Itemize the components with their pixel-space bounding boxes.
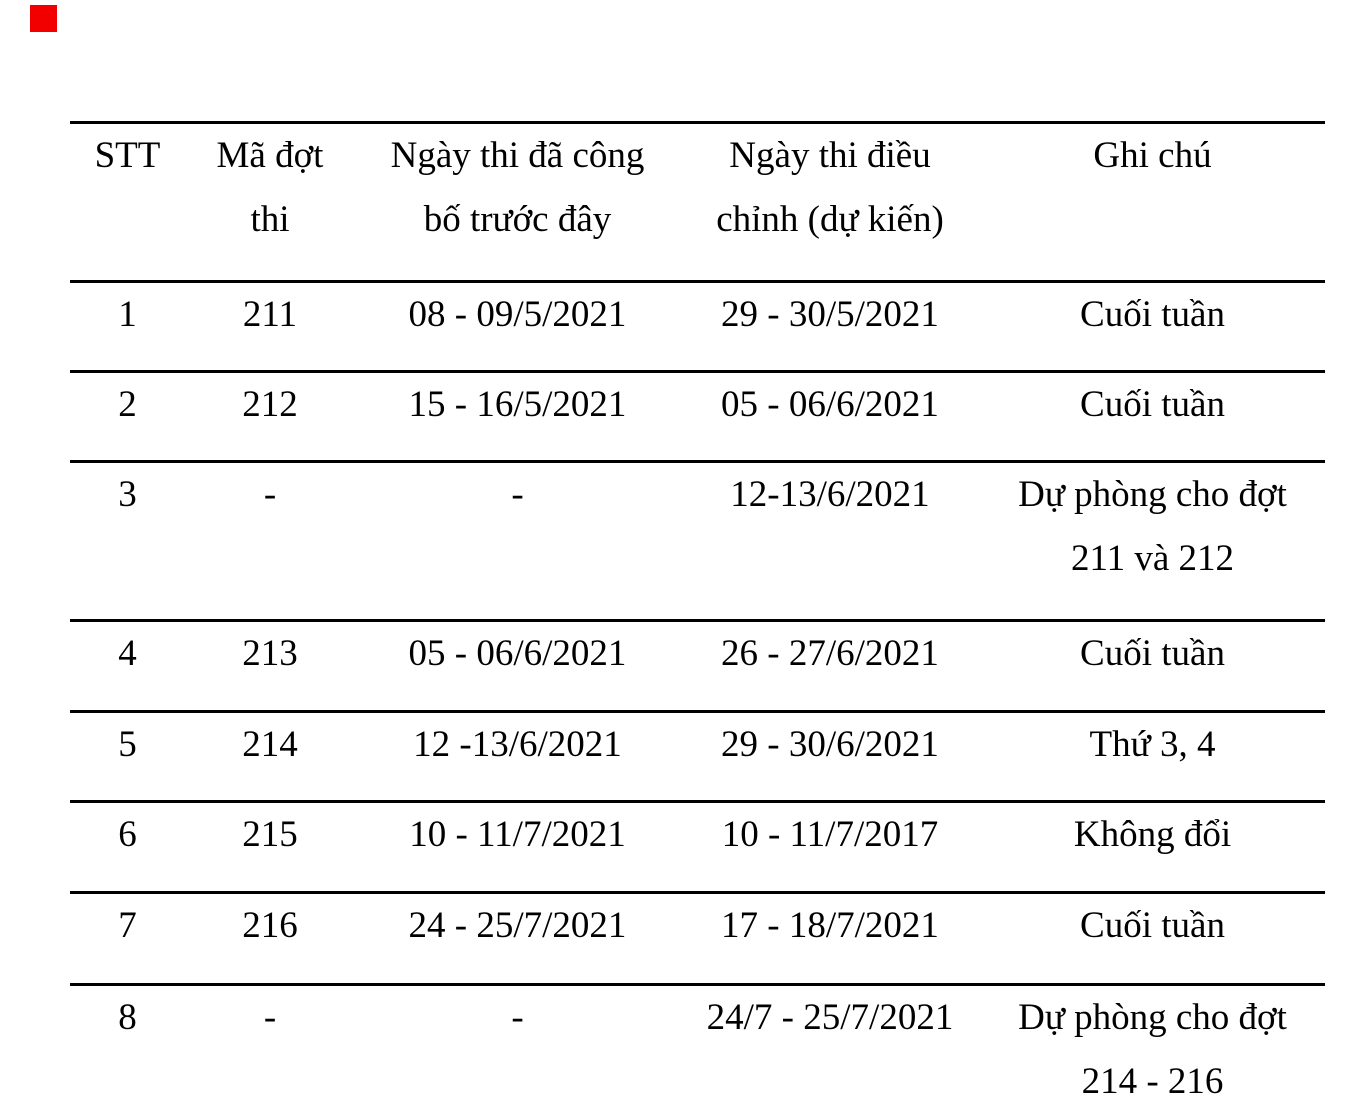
cell-exam-code: 212	[185, 371, 355, 463]
cell-announced-date: 15 - 16/5/2021	[355, 371, 680, 463]
exam-schedule-table-container: STT Mã đợt thi Ngày thi đã công bố trước…	[70, 121, 1325, 1115]
table-row: 6 215 10 - 11/7/2021 10 - 11/7/2017 Khôn…	[70, 801, 1325, 894]
table-row: 7 216 24 - 25/7/2021 17 - 18/7/2021 Cuối…	[70, 892, 1325, 986]
cell-note: Không đổi	[980, 801, 1325, 894]
cell-adjusted-date: 29 - 30/6/2021	[680, 711, 980, 803]
cell-stt: 8	[118, 997, 137, 1038]
column-header-announced-date: Ngày thi đã công bố trước đây	[355, 122, 680, 283]
cell-adjusted-date: 24/7 - 25/7/2021	[706, 997, 954, 1038]
cell-adjusted-date: 17 - 18/7/2021	[680, 892, 980, 986]
cell-announced-date: 08 - 09/5/2021	[355, 281, 680, 373]
cell-stt: 7	[70, 892, 185, 986]
cell-adjusted-date: 12-13/6/2021	[680, 461, 980, 622]
cell-announced-date: 12 -13/6/2021	[355, 711, 680, 803]
cell-stt: 2	[70, 371, 185, 463]
cell-note: Cuối tuần	[980, 620, 1325, 713]
cell-exam-code: 216	[185, 892, 355, 986]
cell-adjusted-date: 26 - 27/6/2021	[680, 620, 980, 713]
table-row: 2 212 15 - 16/5/2021 05 - 06/6/2021 Cuối…	[70, 371, 1325, 463]
cell-exam-code: 211	[185, 281, 355, 373]
cell-adjusted-date: 29 - 30/5/2021	[680, 281, 980, 373]
exam-schedule-table: STT Mã đợt thi Ngày thi đã công bố trước…	[70, 121, 1325, 1115]
cell-exam-code: 215	[185, 801, 355, 894]
cell-note: Thứ 3, 4	[980, 711, 1325, 803]
cell-announced-date: 10 - 11/7/2021	[355, 801, 680, 894]
cell-announced-date: -	[511, 997, 524, 1038]
cell-announced-date: 24 - 25/7/2021	[355, 892, 680, 986]
red-marker-square	[30, 5, 57, 32]
cell-stt: 4	[70, 620, 185, 713]
cell-announced-date: 05 - 06/6/2021	[355, 620, 680, 713]
cell-exam-code: -	[263, 997, 277, 1038]
cell-adjusted-date: 10 - 11/7/2017	[680, 801, 980, 894]
table-row: 8 - - 24/7 - 25/7/2021 Dự phòng cho đợt …	[70, 985, 1325, 1115]
cell-stt: 3	[70, 461, 185, 622]
table-row: 5 214 12 -13/6/2021 29 - 30/6/2021 Thứ 3…	[70, 711, 1325, 803]
column-header-stt: STT	[70, 122, 185, 283]
cell-note: Cuối tuần	[980, 281, 1325, 373]
column-header-exam-code: Mã đợt thi	[185, 122, 355, 283]
cell-stt: 6	[70, 801, 185, 894]
cell-exam-code: -	[185, 461, 355, 622]
table-header-row: STT Mã đợt thi Ngày thi đã công bố trước…	[70, 122, 1325, 283]
column-header-adjusted-date: Ngày thi điều chỉnh (dự kiến)	[680, 122, 980, 283]
cell-announced-date: -	[355, 461, 680, 622]
table-row: 4 213 05 - 06/6/2021 26 - 27/6/2021 Cuối…	[70, 620, 1325, 713]
cell-adjusted-date: 05 - 06/6/2021	[680, 371, 980, 463]
column-header-note: Ghi chú	[980, 122, 1325, 283]
cell-note: Cuối tuần	[980, 371, 1325, 463]
cell-note: Dự phòng cho đợt 214 - 216	[1018, 997, 1287, 1102]
cell-note: Dự phòng cho đợt 211 và 212	[980, 461, 1325, 622]
cell-exam-code: 213	[185, 620, 355, 713]
cell-exam-code: 214	[185, 711, 355, 803]
cell-stt: 5	[70, 711, 185, 803]
cell-stt: 1	[70, 281, 185, 373]
cell-note: Cuối tuần	[980, 892, 1325, 986]
table-row: 1 211 08 - 09/5/2021 29 - 30/5/2021 Cuối…	[70, 281, 1325, 373]
table-row: 3 - - 12-13/6/2021 Dự phòng cho đợt 211 …	[70, 461, 1325, 622]
